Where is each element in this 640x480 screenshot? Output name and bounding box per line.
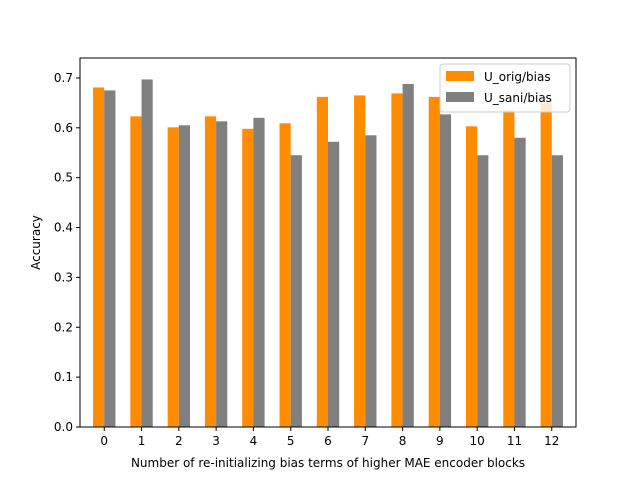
y-tick-label: 0.2 xyxy=(54,320,73,334)
bar-orig-4 xyxy=(242,128,254,427)
y-tick-label: 0.0 xyxy=(54,420,73,434)
bar-sani-10 xyxy=(477,155,489,427)
x-tick-label: 3 xyxy=(212,434,220,448)
x-tick-label: 1 xyxy=(138,434,146,448)
y-tick-label: 0.7 xyxy=(54,71,73,85)
bar-orig-8 xyxy=(391,93,403,427)
x-tick-label: 7 xyxy=(361,434,369,448)
legend-swatch xyxy=(446,71,474,81)
y-tick-label: 0.1 xyxy=(54,370,73,384)
bar-orig-0 xyxy=(93,87,105,427)
bars-layer xyxy=(93,79,563,428)
y-tick-label: 0.5 xyxy=(54,171,73,185)
bar-sani-6 xyxy=(328,141,340,427)
bar-sani-12 xyxy=(551,155,563,427)
bar-orig-12 xyxy=(540,102,552,427)
bar-sani-11 xyxy=(514,137,526,427)
x-tick-label: 5 xyxy=(287,434,295,448)
bar-sani-7 xyxy=(365,135,377,428)
x-tick-label: 0 xyxy=(100,434,108,448)
x-tick-label: 6 xyxy=(324,434,332,448)
legend-swatch xyxy=(446,92,474,102)
legend: U_orig/bias U_sani/bias xyxy=(439,63,571,113)
x-tick-label: 9 xyxy=(436,434,444,448)
x-tick-label: 4 xyxy=(250,434,258,448)
bar-orig-6 xyxy=(316,96,328,427)
bar-orig-7 xyxy=(354,95,366,427)
bar-orig-10 xyxy=(465,126,478,427)
y-tick-label: 0.4 xyxy=(54,221,73,235)
legend-label: U_orig/bias xyxy=(484,70,551,84)
bar-sani-2 xyxy=(178,125,191,427)
bar-orig-11 xyxy=(503,110,515,428)
bar-sani-0 xyxy=(104,90,116,427)
x-tick-label: 8 xyxy=(399,434,407,448)
x-tick-label: 11 xyxy=(507,434,522,448)
x-tick-label: 2 xyxy=(175,434,183,448)
bar-orig-9 xyxy=(428,96,440,427)
y-axis-ticks: 0.0 0.1 0.2 0.3 0.4 0.5 0.6 0.7 xyxy=(54,71,80,434)
bar-orig-3 xyxy=(204,116,217,427)
bar-sani-3 xyxy=(216,121,228,428)
bar-sani-8 xyxy=(402,83,414,427)
legend-label: U_sani/bias xyxy=(484,91,552,105)
y-tick-label: 0.6 xyxy=(54,121,73,135)
bar-sani-1 xyxy=(141,79,153,427)
bar-sani-9 xyxy=(439,114,452,428)
bar-orig-1 xyxy=(130,116,142,427)
bar-orig-5 xyxy=(279,123,291,428)
x-tick-label: 12 xyxy=(544,434,559,448)
x-axis-ticks: 0 1 2 3 4 5 6 7 8 9 10 11 12 xyxy=(100,427,559,448)
bar-sani-5 xyxy=(290,155,302,427)
y-axis-label: Accuracy xyxy=(29,215,43,270)
x-tick-label: 10 xyxy=(470,434,485,448)
bar-sani-4 xyxy=(253,117,265,428)
bar-orig-2 xyxy=(167,127,179,427)
y-tick-label: 0.3 xyxy=(54,270,73,284)
x-axis-label: Number of re-initializing bias terms of … xyxy=(131,456,525,470)
